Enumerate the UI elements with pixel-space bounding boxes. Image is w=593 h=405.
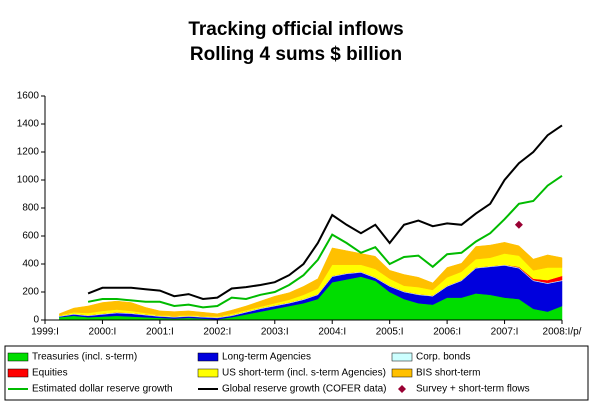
y-tick-label: 400 bbox=[22, 259, 39, 270]
chart-subtitle: Rolling 4 sums $ billion bbox=[190, 44, 402, 65]
x-tick-label: 2005:I bbox=[376, 327, 404, 338]
x-tick-label: 2004:I bbox=[318, 327, 346, 338]
y-tick-label: 600 bbox=[22, 231, 39, 242]
y-tick-label: 1000 bbox=[17, 175, 40, 186]
legend-swatch bbox=[7, 352, 29, 362]
area bbox=[59, 242, 563, 317]
x-tick-label: 2003:I bbox=[261, 327, 289, 338]
legend-swatch bbox=[398, 385, 406, 393]
x-tick-label: 1999:I bbox=[31, 327, 59, 338]
x-tick-label: 2007:I bbox=[491, 327, 519, 338]
y-tick-label: 0 bbox=[33, 315, 39, 326]
y-tick-label: 800 bbox=[22, 203, 39, 214]
legend-label: Corp. bonds bbox=[416, 352, 470, 363]
x-tick-label: 2002:I bbox=[203, 327, 231, 338]
x-tick-label: 2000:I bbox=[89, 327, 117, 338]
line bbox=[87, 174, 563, 309]
y-tick-label: 1200 bbox=[17, 147, 40, 158]
legend-label: Treasuries (incl. s-term) bbox=[32, 352, 137, 363]
y-tick-label: 1400 bbox=[17, 119, 40, 130]
x-tick-label: 2008:I/p/ bbox=[543, 327, 582, 338]
x-tick-label: 2001:I bbox=[146, 327, 174, 338]
legend-label: Survey + short-term flows bbox=[416, 384, 530, 395]
legend-label: Global reserve growth (COFER data) bbox=[222, 384, 387, 395]
legend-label: Equities bbox=[32, 368, 68, 379]
x-tick-label: 2006:I bbox=[433, 327, 461, 338]
legend-swatch bbox=[7, 368, 29, 378]
y-tick-label: 1600 bbox=[17, 91, 40, 102]
marker bbox=[514, 220, 523, 229]
legend-box bbox=[4, 345, 589, 401]
legend-swatch bbox=[197, 352, 219, 362]
chart-title: Tracking official inflows bbox=[188, 19, 403, 40]
legend-label: Estimated dollar reserve growth bbox=[32, 384, 173, 395]
line bbox=[87, 124, 563, 301]
legend-label: Long-term Agencies bbox=[222, 352, 311, 363]
legend-swatch bbox=[391, 352, 413, 362]
legend-swatch bbox=[197, 368, 219, 378]
legend-label: US short-term (incl. s-term Agencies) bbox=[222, 368, 386, 379]
legend-swatch bbox=[391, 368, 413, 378]
legend-label: BIS short-term bbox=[416, 368, 480, 379]
y-tick-label: 200 bbox=[22, 287, 39, 298]
